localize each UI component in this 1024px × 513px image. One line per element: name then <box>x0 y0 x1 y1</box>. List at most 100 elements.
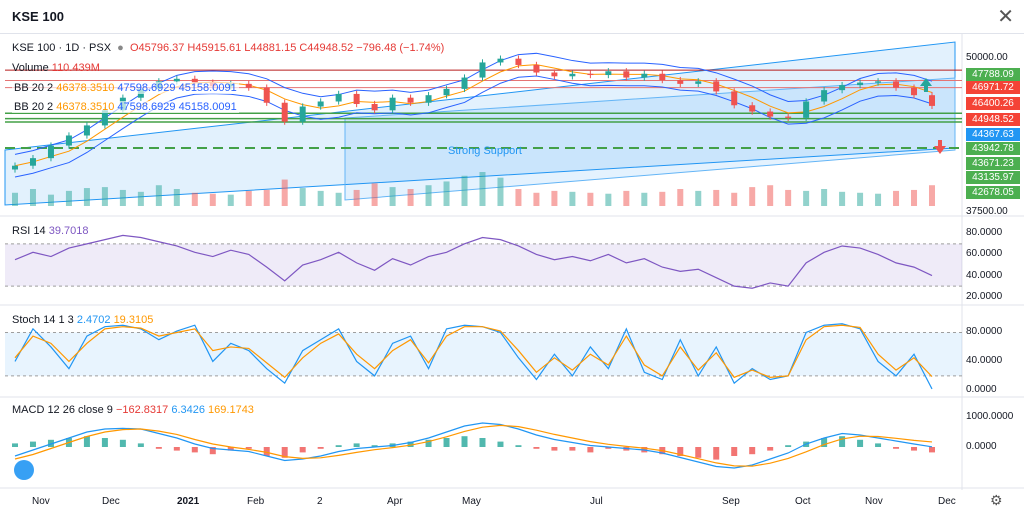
volume-bar <box>371 183 378 206</box>
candle-body <box>29 158 36 166</box>
candle-body <box>803 101 810 118</box>
volume-bar <box>857 192 864 206</box>
date-axis-label: May <box>462 496 481 507</box>
macd-hist-bar <box>533 447 540 449</box>
volume-bar <box>137 191 144 206</box>
volume-bar <box>875 193 882 206</box>
stoch-axis-label: 0.0000 <box>966 384 997 396</box>
date-axis-label: Nov <box>32 496 50 507</box>
macd-hist-bar <box>173 447 180 451</box>
close-icon[interactable]: ✕ <box>997 6 1014 28</box>
candle-body <box>353 93 360 104</box>
candle-body <box>569 73 576 77</box>
macd-hist-bar <box>407 441 414 447</box>
candle-body <box>659 73 666 81</box>
volume-bar <box>407 189 414 206</box>
candle-body <box>497 58 504 63</box>
macd-hist-bar <box>839 436 846 447</box>
macd-hist-bar <box>605 447 612 449</box>
volume-value: 110.439M <box>51 62 100 74</box>
down-arrow-icon <box>934 140 946 154</box>
rsi-legend: RSI 14 39.7018 <box>12 225 88 237</box>
bb2-upper: 47598.6929 <box>117 101 176 113</box>
macd-hist-bar <box>515 445 522 447</box>
volume-bar <box>713 189 720 206</box>
rsi-line <box>14 234 933 289</box>
macd-hist-bar <box>857 439 864 447</box>
tradingview-logo-icon <box>14 460 34 480</box>
bb1-lower: 45158.0091 <box>178 82 237 94</box>
stoch-label: Stoch 14 1 3 <box>12 314 74 326</box>
macd-hist-bar <box>749 447 756 455</box>
macd-hist-bar <box>317 447 324 449</box>
candle-body <box>371 104 378 111</box>
main-legend: KSE 100 · 1D · PSX ● O45796.37 H45915.61… <box>12 42 445 54</box>
settings-icon[interactable]: ⚙ <box>990 492 1003 508</box>
candle-body <box>821 90 828 102</box>
signal-line <box>14 424 933 467</box>
volume-bar <box>749 187 756 206</box>
price-tag: 43942.78 <box>966 142 1020 155</box>
volume-bar <box>353 189 360 206</box>
rsi-axis-label: 40.0000 <box>966 269 1003 281</box>
volume-bar <box>479 172 486 206</box>
volume-bar <box>695 190 702 206</box>
macd-hist-bar <box>119 439 126 447</box>
macd-hist-bar <box>443 438 450 447</box>
bb1-upper: 47598.6929 <box>117 82 176 94</box>
volume-bar <box>803 190 810 206</box>
macd-signal: 169.1743 <box>208 404 254 416</box>
macd-hist-bar <box>245 447 252 449</box>
macd-hist-bar <box>713 447 720 460</box>
macd-legend: MACD 12 26 close 9 −162.8317 6.3426 169.… <box>12 404 254 416</box>
volume-bar <box>839 191 846 206</box>
macd-hist-bar <box>821 438 828 447</box>
candle-body <box>533 64 540 73</box>
stoch-k: 2.4702 <box>76 314 111 326</box>
volume-bar <box>731 192 738 206</box>
candle-body <box>695 81 702 84</box>
volume-bar <box>12 192 18 206</box>
macd-hist-bar <box>785 445 792 447</box>
macd-hist-bar <box>425 439 432 447</box>
macd-hist-bar <box>353 443 360 447</box>
volume-bar <box>533 192 540 206</box>
date-axis-label: Apr <box>387 496 403 507</box>
volume-bar <box>461 175 468 206</box>
stoch-legend: Stoch 14 1 3 2.4702 19.3105 <box>12 314 153 326</box>
bb1-basis: 46378.3510 <box>56 82 115 94</box>
volume-bar <box>335 192 342 206</box>
candle-body <box>605 71 612 76</box>
volume-bar <box>929 185 935 206</box>
volume-bar <box>173 189 180 206</box>
macd-hist-bar <box>227 447 234 451</box>
candle-body <box>623 71 630 78</box>
macd-hist-bar <box>479 438 486 447</box>
macd-hist-bar <box>371 445 378 447</box>
volume-bar <box>515 189 522 206</box>
volume-bar <box>443 181 450 206</box>
macd-hist-bar <box>893 447 900 449</box>
candle-body <box>407 97 414 103</box>
bb1-legend: BB 20 2 46378.3510 47598.6929 45158.0091 <box>12 82 239 94</box>
price-tag: 43671.23 <box>966 157 1020 170</box>
date-axis-label: Feb <box>247 496 265 507</box>
bb2-legend: BB 20 2 46378.3510 47598.6929 45158.0091 <box>12 101 239 113</box>
macd-hist-bar <box>191 447 198 453</box>
rsi-band <box>5 243 962 287</box>
volume-bar <box>65 190 72 206</box>
candle-body <box>425 95 432 103</box>
stoch-band <box>5 332 962 376</box>
rsi-label: RSI 14 <box>12 225 46 237</box>
macd-hist-bar <box>767 447 774 451</box>
bb-upper <box>14 52 933 155</box>
title-bar: KSE 100 ✕ <box>0 0 1024 34</box>
macd-hist-bar <box>929 447 935 453</box>
macd-axis-label: 1000.0000 <box>966 411 1014 422</box>
macd-hist-bar <box>731 447 738 456</box>
macd-hist-bar <box>12 443 18 447</box>
date-axis-label: Oct <box>795 496 811 507</box>
candle-body <box>191 78 198 83</box>
candle-body <box>893 81 900 88</box>
